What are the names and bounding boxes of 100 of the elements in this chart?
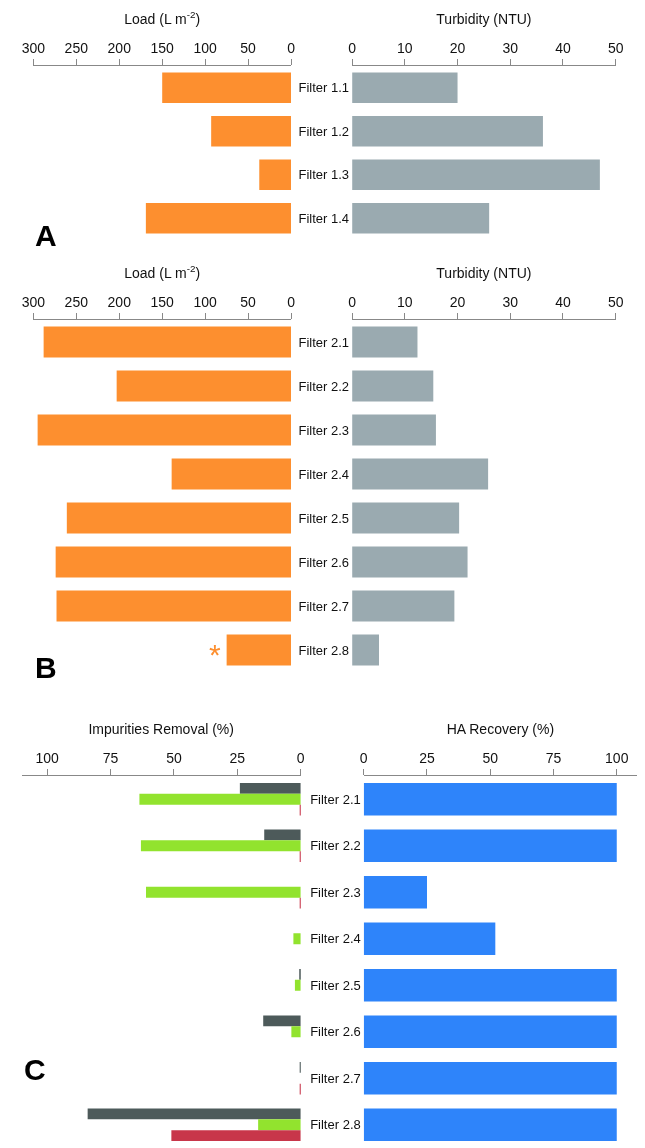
x-tick-label: 50 — [607, 294, 624, 311]
bar — [146, 886, 301, 898]
bar — [116, 370, 292, 402]
bar — [352, 116, 543, 147]
x-axis-title: Turbidity (NTU) — [436, 11, 532, 27]
bar — [363, 875, 427, 909]
y-tick-label: Filter 1.4 — [298, 210, 350, 226]
bar — [352, 458, 489, 490]
bar — [363, 1015, 617, 1049]
bar — [352, 203, 490, 234]
bar — [352, 546, 468, 578]
bar — [37, 414, 292, 446]
bar — [363, 968, 617, 1002]
y-tick-label: Filter 2.2 — [298, 378, 350, 394]
x-tick-label: 200 — [107, 40, 132, 57]
bar — [291, 1026, 301, 1038]
bar — [363, 782, 617, 816]
x-tick-label: 75 — [102, 750, 119, 767]
bar — [140, 840, 301, 852]
bar — [293, 933, 301, 945]
x-tick-label: 300 — [21, 294, 46, 311]
y-tick-label: Filter 2.5 — [310, 977, 361, 993]
x-tick-label: 20 — [449, 40, 466, 57]
x-tick-label: 30 — [502, 40, 519, 57]
x-tick-label: 10 — [397, 40, 413, 57]
bar — [264, 829, 301, 841]
annotation: B — [35, 651, 57, 684]
y-tick-label: Filter 2.8 — [298, 642, 350, 658]
x-tick-label: 30 — [502, 294, 519, 311]
x-tick-label: 250 — [64, 40, 89, 57]
x-tick-label: 50 — [166, 750, 182, 767]
bar — [145, 203, 292, 234]
y-tick-label: Filter 2.1 — [298, 334, 350, 350]
x-tick-label: 100 — [193, 294, 218, 311]
x-tick-label: 150 — [150, 294, 175, 311]
bar — [363, 829, 617, 863]
bar — [352, 159, 600, 190]
x-tick-label: 10 — [397, 294, 413, 311]
bar — [363, 1108, 617, 1142]
y-tick-label: Filter 2.7 — [310, 1070, 361, 1086]
x-tick-label: 25 — [229, 750, 246, 767]
x-axis-title: Turbidity (NTU) — [436, 265, 532, 281]
x-axis-title: HA Recovery (%) — [446, 721, 555, 737]
bar — [352, 370, 434, 402]
bar — [363, 922, 496, 956]
bar — [352, 590, 455, 622]
x-tick-label: 0 — [359, 750, 368, 767]
bar — [162, 72, 292, 103]
x-axis-title: Load (L m$^{-2}$) — [124, 263, 201, 281]
x-axis-title: Load (L m$^{-2}$) — [124, 9, 201, 27]
x-tick-label: 40 — [555, 294, 571, 311]
bar — [259, 159, 292, 190]
x-tick-label: 250 — [64, 294, 89, 311]
x-tick-label: 100 — [605, 750, 629, 767]
y-tick-label: Filter 1.1 — [298, 80, 350, 96]
y-tick-label: Filter 1.3 — [298, 167, 350, 183]
x-tick-label: 50 — [240, 40, 257, 57]
x-tick-label: 100 — [35, 750, 59, 767]
x-tick-label: 25 — [419, 750, 435, 767]
x-tick-label: 100 — [193, 40, 218, 57]
x-tick-label: 20 — [449, 294, 466, 311]
bar — [263, 1015, 301, 1027]
y-tick-label: Filter 2.5 — [298, 510, 350, 526]
bar — [258, 1119, 301, 1131]
bar — [43, 326, 292, 358]
x-tick-label: 75 — [545, 750, 562, 767]
y-tick-label: Filter 2.6 — [310, 1024, 361, 1040]
y-tick-label: Filter 2.4 — [310, 931, 361, 947]
y-tick-label: Filter 2.4 — [298, 466, 350, 482]
x-tick-label: 0 — [287, 40, 296, 57]
y-tick-label: Filter 2.3 — [298, 422, 350, 438]
bar — [171, 1130, 301, 1142]
y-tick-label: Filter 2.1 — [310, 791, 361, 807]
bar — [211, 116, 292, 147]
x-tick-label: 0 — [348, 40, 357, 57]
y-tick-label: Filter 2.2 — [310, 838, 361, 854]
x-tick-label: 0 — [348, 294, 357, 311]
annotation: A — [35, 219, 57, 252]
bar — [66, 502, 292, 534]
bar — [55, 546, 292, 578]
bar — [352, 502, 460, 534]
x-tick-label: 200 — [107, 294, 132, 311]
bar — [363, 1061, 617, 1095]
x-tick-label: 50 — [240, 294, 257, 311]
y-tick-label: Filter 2.7 — [298, 598, 350, 614]
annotation: * — [209, 638, 221, 671]
bar — [56, 590, 292, 622]
x-tick-label: 0 — [296, 750, 305, 767]
bar — [87, 1108, 301, 1120]
bar — [139, 793, 301, 805]
y-tick-label: Filter 1.2 — [298, 123, 350, 139]
x-tick-label: 40 — [555, 40, 571, 57]
x-tick-label: 300 — [21, 40, 46, 57]
bar — [352, 326, 418, 358]
x-axis-title: Impurities Removal (%) — [88, 721, 234, 737]
x-tick-label: 150 — [150, 40, 175, 57]
bar — [171, 458, 292, 490]
y-tick-label: Filter 2.3 — [310, 884, 361, 900]
y-tick-label: Filter 2.8 — [310, 1117, 361, 1133]
x-tick-label: 50 — [482, 750, 499, 767]
